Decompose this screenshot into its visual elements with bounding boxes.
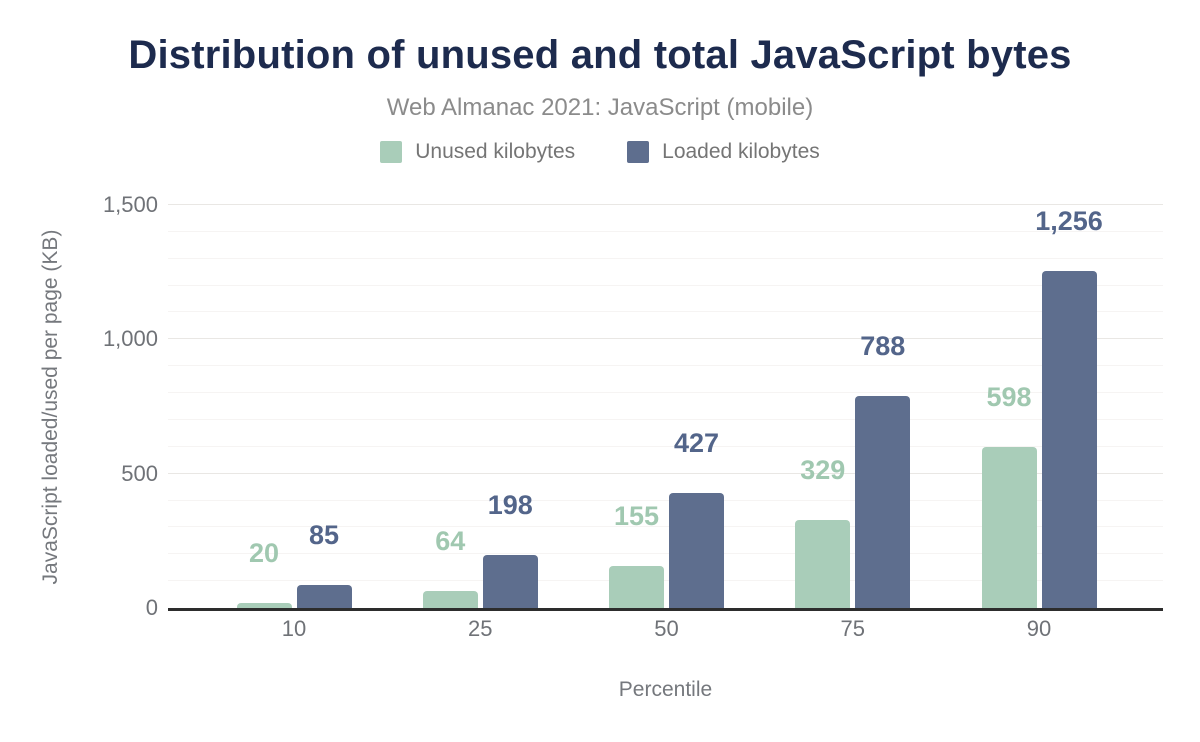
legend-label-unused: Unused kilobytes bbox=[415, 140, 576, 163]
gridline-1500 bbox=[168, 204, 1163, 205]
legend-label-loaded: Loaded kilobytes bbox=[662, 140, 820, 163]
gridline-100 bbox=[168, 580, 1163, 582]
gridline-200 bbox=[168, 553, 1163, 555]
bar-value-loaded-p50: 427 bbox=[673, 428, 720, 459]
gridline-600 bbox=[168, 445, 1163, 447]
gridline-1000 bbox=[168, 338, 1163, 340]
plot-area: 20 85 64 198 155 427 329 788 598 1,256 bbox=[168, 204, 1163, 611]
bar-loaded-p25[interactable] bbox=[482, 554, 538, 608]
bar-loaded-p10[interactable] bbox=[296, 585, 352, 608]
x-axis-title: Percentile bbox=[618, 678, 713, 701]
gridline-800 bbox=[168, 392, 1163, 394]
y-tick-label-1500: 1,500 bbox=[102, 192, 158, 217]
gridline-700 bbox=[168, 418, 1163, 420]
x-axis-line bbox=[168, 608, 1163, 611]
x-tick-label-25: 25 bbox=[468, 616, 493, 641]
bar-unused-p10[interactable] bbox=[236, 602, 292, 608]
x-tick-label-50: 50 bbox=[654, 616, 679, 641]
bar-value-loaded-p75: 788 bbox=[860, 331, 906, 362]
y-tick-label-1000: 1,000 bbox=[102, 326, 158, 352]
loaded-swatch-icon bbox=[627, 141, 650, 163]
legend-item-unused: Unused kilobytes bbox=[380, 140, 575, 164]
bar-value-unused-p75: 329 bbox=[800, 454, 846, 485]
bar-loaded-p90[interactable] bbox=[1041, 270, 1097, 608]
bar-unused-p90[interactable] bbox=[981, 447, 1037, 608]
bar-loaded-p75[interactable] bbox=[855, 396, 911, 608]
x-tick-label-10: 10 bbox=[281, 616, 307, 641]
y-axis-ticks: 0 500 1,000 1,500 bbox=[0, 192, 158, 620]
bar-value-unused-p25: 64 bbox=[435, 525, 466, 556]
gridline-1400 bbox=[168, 230, 1163, 232]
bar-unused-p25[interactable] bbox=[422, 590, 478, 608]
bar-value-unused-p50: 155 bbox=[613, 501, 660, 532]
gridline-1200 bbox=[168, 284, 1163, 286]
y-tick-label-500: 500 bbox=[121, 460, 158, 486]
bar-loaded-p50[interactable] bbox=[669, 493, 724, 608]
gridline-400 bbox=[168, 499, 1163, 501]
unused-swatch-icon bbox=[380, 141, 403, 163]
bar-value-unused-p90: 598 bbox=[986, 382, 1032, 413]
bar-value-loaded-p10: 85 bbox=[308, 520, 340, 551]
bar-value-loaded-p90: 1,256 bbox=[1035, 205, 1103, 236]
bar-value-loaded-p25: 198 bbox=[487, 489, 533, 520]
legend: Unused kilobytes Loaded kilobytes bbox=[0, 140, 1200, 164]
x-tick-label-75: 75 bbox=[840, 616, 865, 641]
y-tick-label-0: 0 bbox=[145, 595, 158, 620]
gridline-1300 bbox=[168, 257, 1163, 259]
gridline-300 bbox=[168, 526, 1163, 528]
gridline-1100 bbox=[168, 311, 1163, 313]
bar-unused-p75[interactable] bbox=[795, 519, 851, 608]
chart-subtitle: Web Almanac 2021: JavaScript (mobile) bbox=[386, 94, 814, 121]
bar-value-unused-p10: 20 bbox=[248, 537, 280, 568]
gridline-500 bbox=[168, 472, 1163, 474]
x-axis-ticks: 10 25 50 75 90 bbox=[168, 616, 1163, 642]
chart-title: Distribution of unused and total JavaScr… bbox=[128, 33, 1072, 77]
bar-unused-p50[interactable] bbox=[609, 566, 664, 608]
x-tick-label-90: 90 bbox=[1026, 616, 1052, 641]
legend-item-loaded: Loaded kilobytes bbox=[627, 140, 820, 164]
gridline-900 bbox=[168, 365, 1163, 367]
